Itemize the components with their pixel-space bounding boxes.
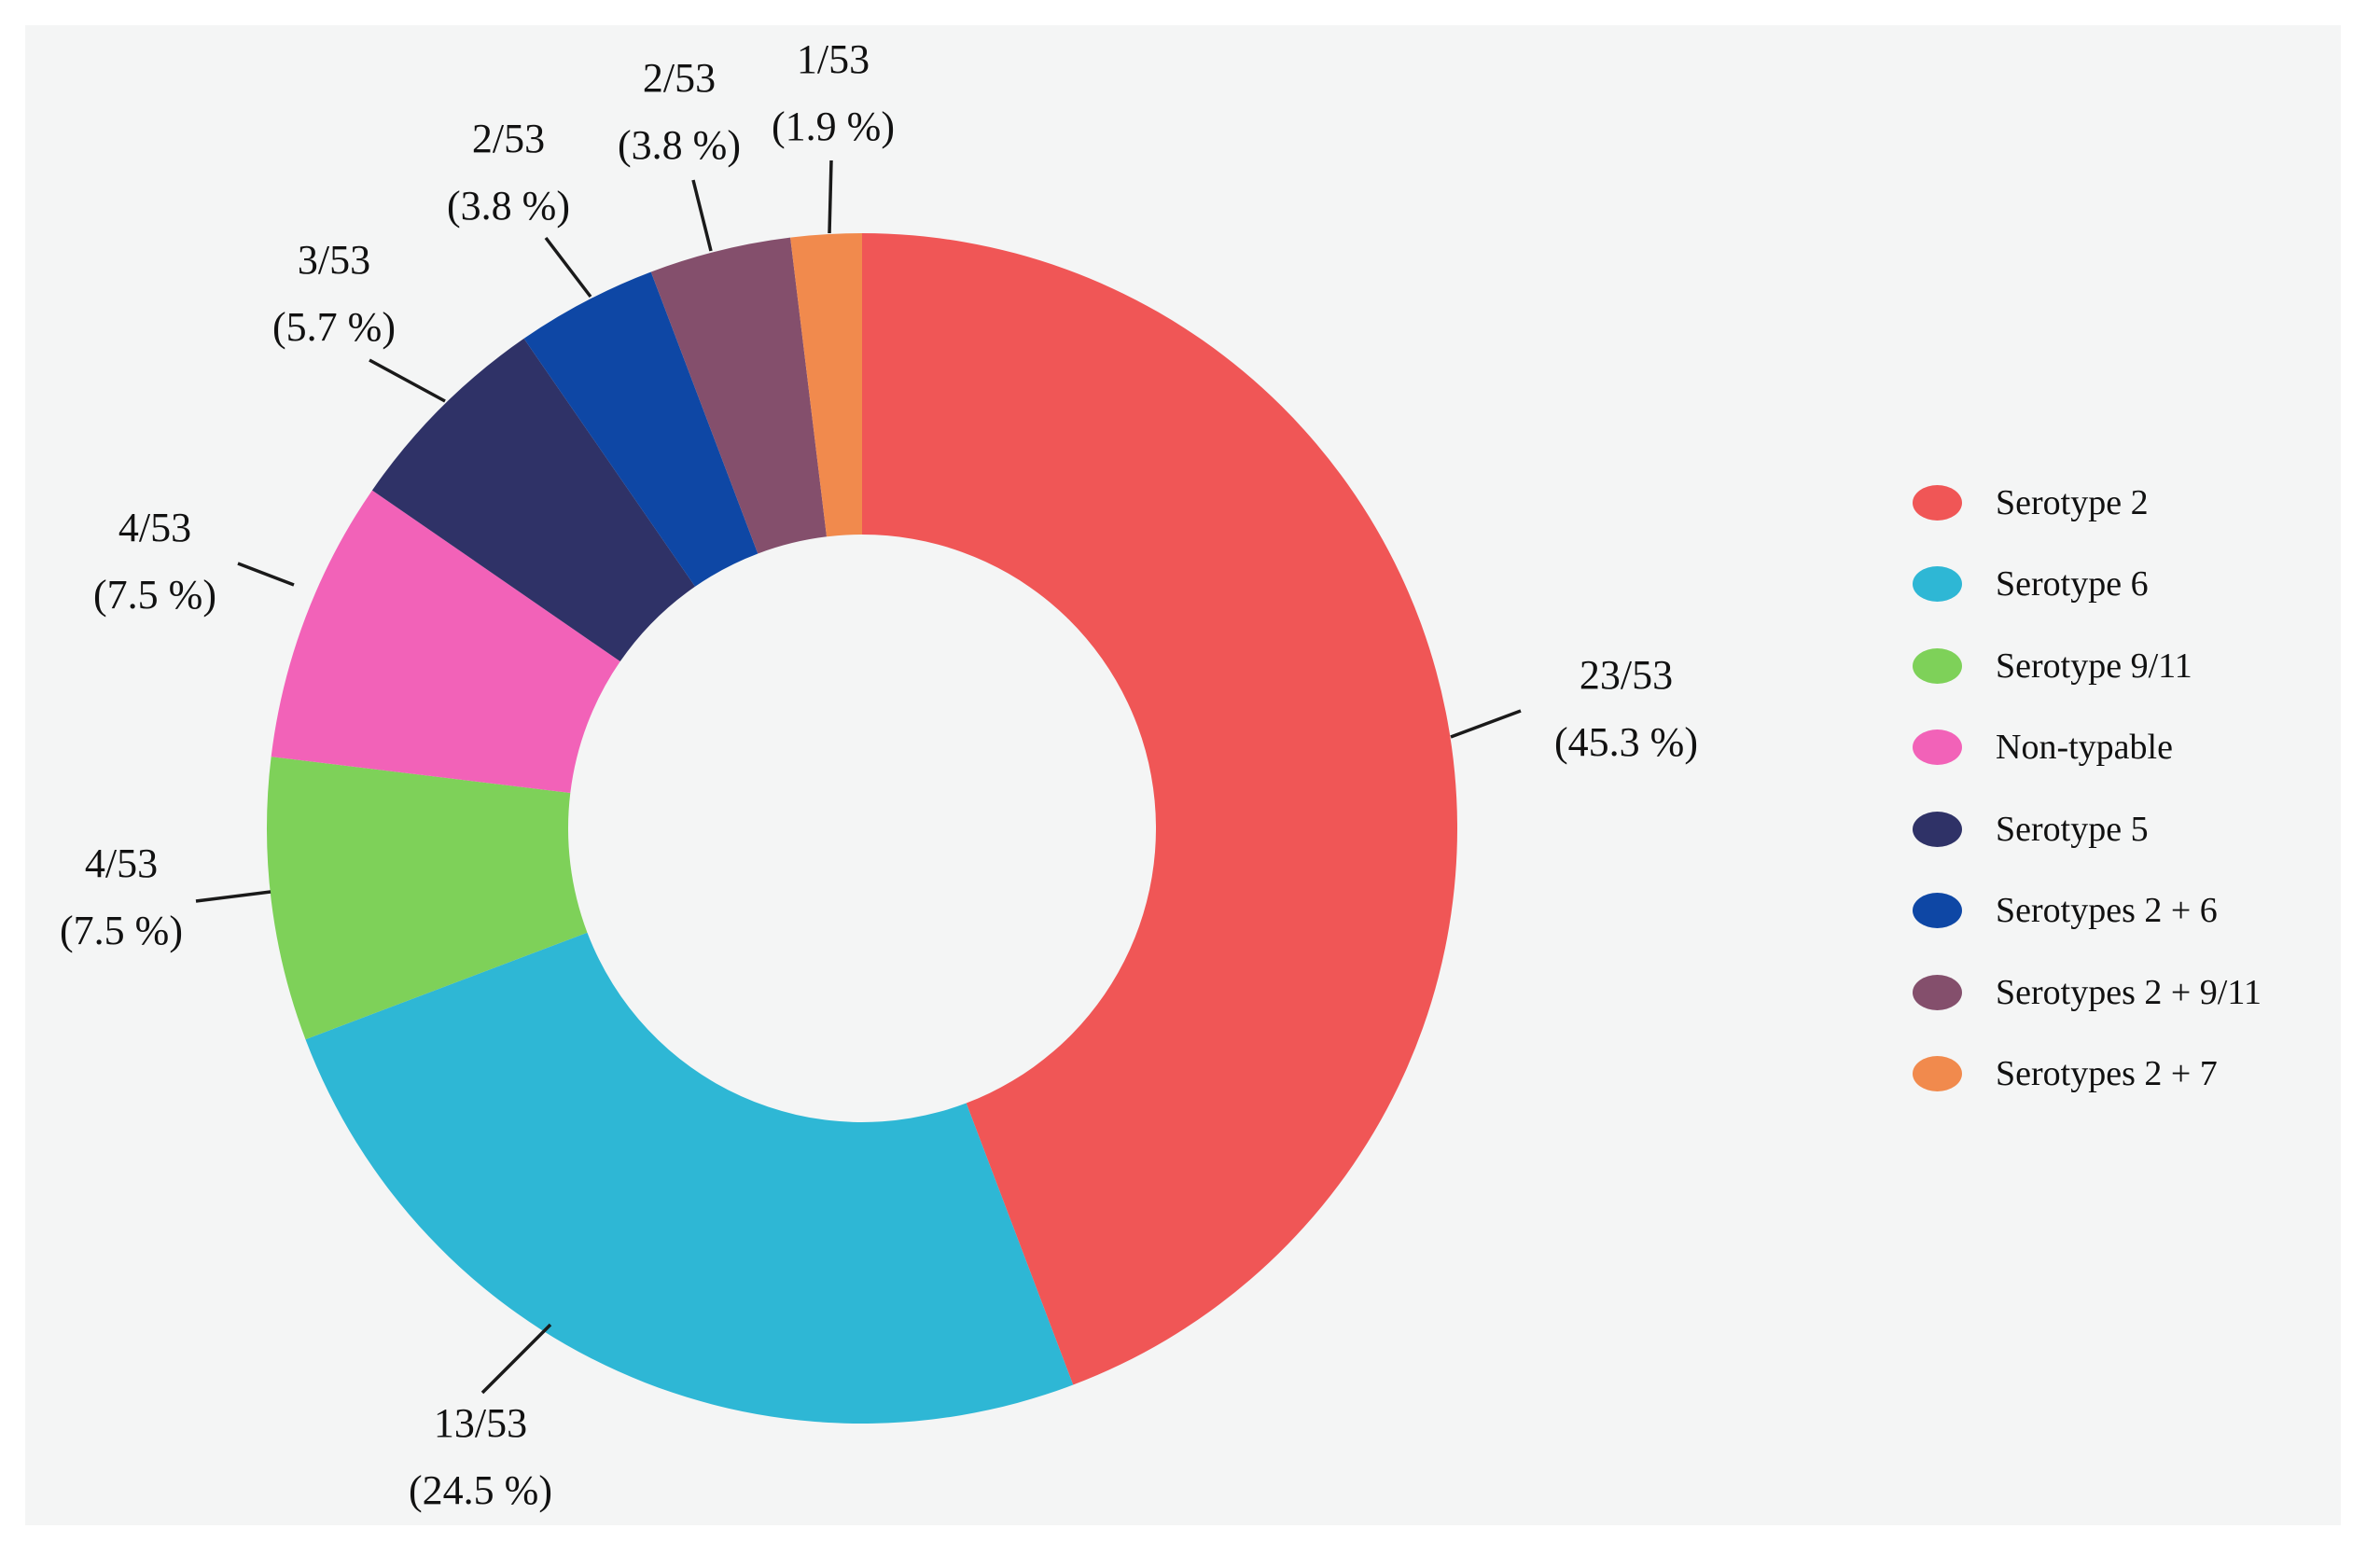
legend-swatch-circle-icon (1913, 729, 1962, 766)
leader-line-serotype-5 (369, 358, 446, 403)
legend-swatch-circle-icon (1913, 811, 1962, 847)
donut-slice-serotypes-2-9-11[interactable] (650, 237, 828, 554)
data-label-non-typable: 4/53 (7.5 %) (93, 494, 216, 629)
data-label-count: 3/53 (297, 237, 371, 283)
data-label-percent: (7.5 %) (60, 908, 183, 953)
donut-slice-serotype-5[interactable] (371, 338, 696, 662)
data-label-serotype-9-11: 4/53 (7.5 %) (60, 830, 183, 965)
legend-label: Serotype 5 (1996, 809, 2149, 849)
donut-slice-serotype-6[interactable] (305, 932, 1074, 1424)
data-label-percent: (3.8 %) (618, 122, 741, 168)
legend-label: Serotype 9/11 (1996, 646, 2192, 686)
legend-label: Non-typable (1996, 728, 2173, 768)
legend-item-serotype-5[interactable]: Serotype 5 (1913, 788, 2262, 870)
data-label-serotypes-2-7: 1/53 (1.9 %) (772, 26, 895, 160)
legend-item-non-typable[interactable]: Non-typable (1913, 707, 2262, 789)
data-label-count: 1/53 (796, 36, 870, 82)
donut-slice-non-typable[interactable] (271, 490, 620, 794)
leader-line-non-typable (237, 562, 295, 587)
data-label-percent: (45.3 %) (1554, 719, 1698, 765)
leader-line-serotype-9-11 (195, 890, 271, 903)
chart-legend: Serotype 2 Serotype 6 Serotype 9/11 Non-… (1913, 462, 2262, 1115)
donut-slice-serotype-2[interactable] (862, 233, 1457, 1385)
data-label-percent: (24.5 %) (409, 1467, 552, 1513)
data-label-percent: (5.7 %) (272, 304, 396, 350)
donut-slice-serotype-9-11[interactable] (266, 757, 588, 1040)
legend-label: Serotype 6 (1996, 564, 2149, 604)
data-label-percent: (7.5 %) (93, 572, 216, 618)
leader-line-serotype-2 (1450, 709, 1522, 739)
legend-label: Serotype 2 (1996, 482, 2149, 522)
donut-slices (266, 233, 1457, 1424)
data-label-percent: (1.9 %) (772, 104, 895, 149)
legend-label: Serotypes 2 + 7 (1996, 1054, 2218, 1094)
leader-line-serotypes-2-9-11 (691, 179, 713, 252)
legend-item-serotypes-2-6[interactable]: Serotypes 2 + 6 (1913, 870, 2262, 952)
legend-item-serotypes-2-7[interactable]: Serotypes 2 + 7 (1913, 1034, 2262, 1116)
leader-line-serotype-6 (480, 1323, 552, 1395)
data-label-count: 4/53 (118, 505, 192, 550)
data-label-count: 2/53 (642, 55, 717, 101)
donut-slice-serotypes-2-6[interactable] (523, 271, 759, 587)
data-label-serotypes-2-6: 2/53 (3.8 %) (447, 105, 570, 240)
legend-label: Serotypes 2 + 9/11 (1996, 972, 2262, 1012)
leader-line-serotypes-2-6 (544, 236, 592, 299)
leader-line-serotypes-2-7 (828, 160, 833, 234)
leader-lines (195, 160, 1522, 1395)
legend-swatch-circle-icon (1913, 566, 1962, 603)
data-label-count: 4/53 (84, 841, 159, 886)
legend-swatch-circle-icon (1913, 484, 1962, 521)
legend-swatch-circle-icon (1913, 893, 1962, 929)
legend-label: Serotypes 2 + 6 (1996, 891, 2218, 931)
data-label-count: 2/53 (471, 116, 546, 161)
data-label-percent: (3.8 %) (447, 183, 570, 229)
legend-swatch-circle-icon (1913, 647, 1962, 684)
legend-swatch-circle-icon (1913, 974, 1962, 1010)
legend-item-serotype-9-11[interactable]: Serotype 9/11 (1913, 625, 2262, 707)
legend-item-serotype-6[interactable]: Serotype 6 (1913, 544, 2262, 626)
data-label-count: 23/53 (1579, 652, 1674, 698)
legend-swatch-circle-icon (1913, 1056, 1962, 1092)
data-label-serotype-2: 23/53 (45.3 %) (1554, 642, 1698, 776)
legend-item-serotypes-2-9-11[interactable]: Serotypes 2 + 9/11 (1913, 952, 2262, 1034)
data-label-count: 13/53 (433, 1400, 528, 1446)
data-label-serotype-6: 13/53 (24.5 %) (409, 1390, 552, 1524)
donut-slice-serotypes-2-7[interactable] (790, 233, 862, 537)
data-label-serotype-5: 3/53 (5.7 %) (272, 227, 396, 361)
data-label-serotypes-2-9-11: 2/53 (3.8 %) (618, 45, 741, 179)
legend-item-serotype-2[interactable]: Serotype 2 (1913, 462, 2262, 544)
